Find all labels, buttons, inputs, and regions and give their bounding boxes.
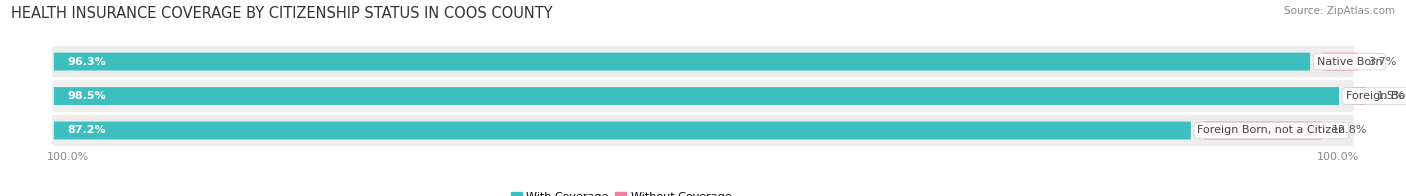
FancyBboxPatch shape (53, 122, 1191, 139)
Text: 12.8%: 12.8% (1331, 125, 1368, 135)
Text: 1.5%: 1.5% (1376, 91, 1405, 101)
Text: HEALTH INSURANCE COVERAGE BY CITIZENSHIP STATUS IN COOS COUNTY: HEALTH INSURANCE COVERAGE BY CITIZENSHIP… (11, 6, 553, 21)
Legend: With Coverage, Without Coverage: With Coverage, Without Coverage (506, 187, 735, 196)
Text: 96.3%: 96.3% (67, 57, 105, 67)
FancyBboxPatch shape (53, 81, 1353, 111)
Text: Native Born: Native Born (1317, 57, 1382, 67)
Text: 100.0%: 100.0% (48, 152, 90, 162)
Text: 87.2%: 87.2% (67, 125, 105, 135)
Text: Foreign Born, not a Citizen: Foreign Born, not a Citizen (1198, 125, 1346, 135)
FancyBboxPatch shape (1204, 122, 1322, 139)
FancyBboxPatch shape (1353, 87, 1365, 105)
FancyBboxPatch shape (1323, 53, 1357, 71)
FancyBboxPatch shape (53, 87, 1339, 105)
Text: Source: ZipAtlas.com: Source: ZipAtlas.com (1284, 6, 1395, 16)
Text: 3.7%: 3.7% (1368, 57, 1396, 67)
FancyBboxPatch shape (53, 53, 1310, 71)
Text: Foreign Born, Citizen: Foreign Born, Citizen (1346, 91, 1406, 101)
FancyBboxPatch shape (53, 115, 1353, 146)
Text: 100.0%: 100.0% (1316, 152, 1358, 162)
Text: 98.5%: 98.5% (67, 91, 105, 101)
FancyBboxPatch shape (53, 46, 1353, 77)
